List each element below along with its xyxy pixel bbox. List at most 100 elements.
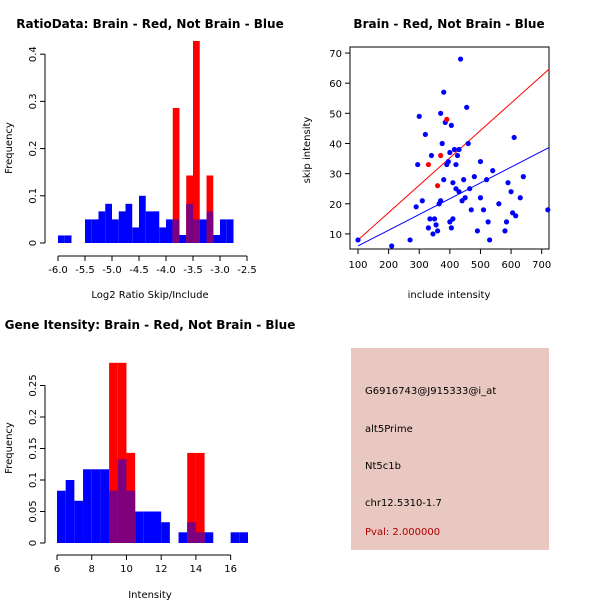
ratio-histogram: RatioData: Brain - Red, Not Brain - Blue… <box>4 17 284 301</box>
bar-not-brain <box>145 211 153 243</box>
y-tick-label: 0.15 <box>28 437 39 459</box>
bar-not-brain <box>91 469 101 543</box>
point-brain <box>444 116 450 122</box>
gene-intensity-xlabel: Intensity <box>128 590 172 600</box>
scatter-title: Brain - Red, Not Brain - Blue <box>353 17 544 31</box>
point-not-brain <box>445 158 451 165</box>
point-not-brain <box>545 207 551 213</box>
point-not-brain <box>464 104 470 110</box>
x-tick-label: 500 <box>471 260 490 271</box>
bar-brain <box>206 175 214 243</box>
ratio-histogram-title: RatioData: Brain - Red, Not Brain - Blue <box>16 17 283 31</box>
point-not-brain <box>415 161 421 168</box>
bar-not-brain <box>65 480 75 543</box>
y-tick-label: 30 <box>329 170 342 181</box>
y-tick-label: 0 <box>28 540 39 546</box>
point-not-brain <box>439 140 445 147</box>
bar-not-brain <box>125 203 133 243</box>
y-tick-label: 0.25 <box>28 374 39 396</box>
x-tick-label: 700 <box>532 260 551 271</box>
bar-not-brain <box>57 490 66 543</box>
bar-not-brain <box>112 219 119 243</box>
point-not-brain <box>496 201 502 207</box>
point-not-brain <box>413 204 419 210</box>
event-type: alt5Prime <box>365 424 413 435</box>
point-not-brain <box>355 237 361 243</box>
point-not-brain <box>490 168 496 174</box>
point-not-brain <box>428 152 435 159</box>
point-not-brain <box>441 89 447 95</box>
x-tick-label: 100 <box>348 260 367 271</box>
point-not-brain <box>471 174 477 180</box>
point-not-brain <box>517 195 523 201</box>
y-tick-label: 0.2 <box>28 409 39 425</box>
bar-not-brain <box>161 522 170 543</box>
point-not-brain <box>483 177 490 183</box>
gene-intensity-title: Gene Itensity: Brain - Red, Not Brain - … <box>5 318 296 332</box>
bar-not-brain <box>166 219 173 243</box>
point-not-brain <box>407 237 413 243</box>
point-not-brain <box>477 195 484 201</box>
point-not-brain <box>513 213 519 219</box>
bar-not-brain <box>98 211 106 243</box>
plot-frame <box>349 46 550 250</box>
p-value: Pval: 2.000000 <box>365 527 441 538</box>
bar-overlap <box>195 532 205 543</box>
x-tick-label: 200 <box>379 260 398 271</box>
x-tick-label: -3.0 <box>210 265 230 276</box>
fit-line-not-brain <box>357 147 549 247</box>
x-tick-label: 14 <box>190 564 203 575</box>
ratio-histogram-xlabel: Log2 Ratio Skip/Include <box>91 290 208 301</box>
point-not-brain <box>453 161 459 168</box>
point-not-brain <box>503 219 510 225</box>
x-tick-label: -4.0 <box>156 265 176 276</box>
bar-not-brain <box>58 235 65 243</box>
x-tick-label: -5.0 <box>102 265 122 276</box>
point-not-brain <box>456 189 462 195</box>
scatter-ylabel: skip intensity <box>302 117 313 184</box>
bar-not-brain <box>139 195 146 243</box>
x-tick-label: -4.5 <box>129 265 149 276</box>
bar-not-brain <box>74 500 84 543</box>
point-not-brain <box>450 216 456 222</box>
point-not-brain <box>441 177 447 183</box>
x-tick-label: 600 <box>502 260 521 271</box>
bar-not-brain <box>85 219 92 243</box>
point-not-brain <box>438 110 444 116</box>
point-not-brain <box>456 146 462 153</box>
y-tick-label: 70 <box>329 49 342 60</box>
y-tick-label: 0.2 <box>28 141 39 157</box>
bar-not-brain <box>230 532 240 543</box>
point-not-brain <box>465 140 471 147</box>
y-tick-label: 50 <box>329 109 342 120</box>
bar-not-brain <box>199 219 207 243</box>
bar-not-brain <box>213 234 220 243</box>
point-not-brain <box>448 225 454 231</box>
x-tick-label: 16 <box>224 564 237 575</box>
point-not-brain <box>419 198 425 204</box>
bar-brain <box>187 452 196 543</box>
point-not-brain <box>485 219 491 225</box>
point-not-brain <box>467 186 473 192</box>
y-tick-label: 0.1 <box>28 472 39 488</box>
bar-overlap <box>172 219 180 243</box>
x-tick-label: -3.5 <box>183 265 203 276</box>
bar-brain <box>172 107 180 244</box>
point-not-brain <box>462 195 468 201</box>
y-tick-label: 60 <box>329 79 342 90</box>
bar-not-brain <box>100 469 110 543</box>
point-not-brain <box>477 158 484 165</box>
bar-not-brain <box>132 227 139 243</box>
scatter-xlabel: include intensity <box>408 290 491 301</box>
bar-not-brain <box>83 469 92 543</box>
bar-overlap <box>206 211 214 243</box>
bar-overlap <box>186 203 193 243</box>
point-not-brain <box>438 198 444 204</box>
intensity-scatter: Brain - Red, Not Brain - Blue include in… <box>302 17 551 301</box>
y-tick-label: 0.1 <box>28 188 39 204</box>
point-not-brain <box>425 225 432 231</box>
bar-brain <box>195 452 205 543</box>
x-tick-label: 12 <box>155 564 168 575</box>
bar-brain <box>117 362 127 543</box>
y-tick-label: 0.05 <box>28 500 39 522</box>
